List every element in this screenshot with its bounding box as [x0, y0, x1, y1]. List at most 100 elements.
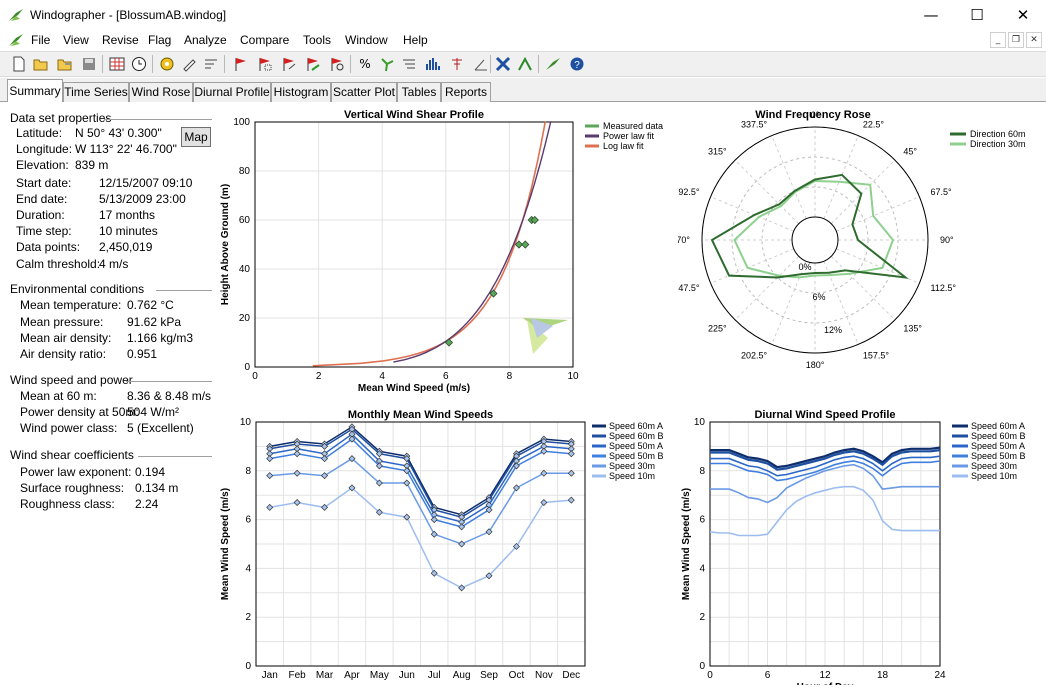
series-point	[375, 508, 383, 516]
tab-wind-rose[interactable]: Wind Rose	[129, 82, 193, 102]
open-folder-icon[interactable]	[32, 55, 50, 73]
windographer-logo-icon[interactable]	[544, 55, 562, 73]
series-point	[567, 450, 575, 458]
flag-edit-icon[interactable]	[280, 55, 298, 73]
menu-analyze[interactable]: Analyze	[184, 33, 227, 47]
y-tick-label: 6	[699, 515, 705, 526]
wind-turbine-icon[interactable]	[378, 55, 396, 73]
menu-compare[interactable]: Compare	[240, 33, 290, 47]
y-tick-label: 6	[245, 515, 251, 526]
series-point	[348, 484, 356, 492]
menu-window[interactable]: Window	[345, 33, 388, 47]
y-axis-label: Mean Wind Speed (m/s)	[220, 488, 231, 600]
direction-label: 45°	[903, 147, 917, 157]
power-density-label: Power density at 50m:	[20, 405, 139, 419]
power-law-fit-line	[393, 121, 552, 363]
duration-value: 17 months	[99, 208, 156, 222]
minimize-button[interactable]: —	[923, 6, 939, 24]
save-disk-icon[interactable]	[80, 55, 98, 73]
close-button[interactable]: ✕	[1016, 6, 1030, 24]
end-date-value: 5/13/2009 23:00	[99, 192, 186, 206]
settings-gear-icon[interactable]	[158, 55, 176, 73]
tab-time-series[interactable]: Time Series	[63, 82, 129, 102]
tab-tables[interactable]: Tables	[397, 82, 441, 102]
flag-green-icon[interactable]	[304, 55, 322, 73]
open-recent-icon[interactable]	[56, 55, 74, 73]
measured-data-point	[444, 338, 454, 347]
series-point	[321, 442, 329, 450]
y-tick-label: 10	[694, 417, 706, 428]
clock-icon[interactable]	[130, 55, 148, 73]
measured-data-point	[530, 215, 539, 225]
menu-revise[interactable]: Revise	[102, 33, 139, 47]
tab-histogram[interactable]: Histogram	[271, 82, 331, 102]
monthly-mean-wind-speeds-chart[interactable]: Monthly Mean Wind Speeds 0 2 4 6 8 10 Jan Feb Mar…	[218, 405, 673, 685]
flag-icon[interactable]	[232, 55, 250, 73]
filter-lines-icon[interactable]	[202, 55, 220, 73]
power-density-value: 504 W/m²	[127, 405, 180, 419]
new-file-icon[interactable]	[10, 55, 28, 73]
x-tick-label: Sep	[480, 670, 498, 681]
menu-flag[interactable]: Flag	[148, 33, 172, 47]
flag-range-icon[interactable]	[256, 55, 274, 73]
direction-label: 247.5°	[678, 283, 700, 293]
pencil-icon[interactable]	[180, 55, 198, 73]
tab-diurnal-profile[interactable]: Diurnal Profile	[193, 82, 271, 102]
tab-reports[interactable]: Reports	[441, 82, 491, 102]
tab-summary[interactable]: Summary	[7, 79, 63, 103]
series-line	[269, 433, 572, 523]
series-point	[512, 484, 520, 492]
radial-label: 0%	[798, 262, 811, 272]
map-button[interactable]: Map	[181, 127, 211, 147]
menu-tools[interactable]: Tools	[303, 33, 332, 47]
menu-view[interactable]: View	[63, 33, 89, 47]
legend-label: Power law fit	[603, 131, 655, 141]
y-tick-label: 2	[699, 612, 705, 623]
percent-icon[interactable]: %	[359, 57, 371, 71]
x-tick-label: 8	[507, 371, 513, 382]
mdi-minimize-button[interactable]: _	[990, 32, 1006, 48]
document-icon[interactable]	[8, 32, 24, 48]
series-line	[269, 457, 572, 545]
tab-scatter-plot[interactable]: Scatter Plot	[331, 82, 397, 102]
mdi-close-button[interactable]: ✕	[1026, 32, 1042, 48]
menu-file[interactable]: File	[31, 33, 51, 47]
histogram-icon[interactable]	[424, 55, 442, 73]
shear-icon[interactable]	[448, 55, 466, 73]
series-point	[485, 572, 493, 580]
distribution-icon[interactable]	[400, 55, 418, 73]
menu-help[interactable]: Help	[403, 33, 428, 47]
legend-label: Speed 60m B	[971, 431, 1026, 441]
compare-blue-icon[interactable]	[494, 55, 512, 73]
flag-search-icon[interactable]	[328, 55, 346, 73]
help-icon[interactable]: ?	[568, 55, 586, 73]
x-tick-label: 12	[819, 670, 831, 681]
maximize-button[interactable]: ☐	[970, 6, 984, 24]
power-law-exponent-value: 0.194	[135, 465, 166, 479]
series-point	[321, 472, 329, 480]
legend-label: Speed 50m B	[609, 451, 664, 461]
x-tick-label: 0	[252, 371, 258, 382]
series-point	[403, 467, 411, 475]
direction-30m-line	[733, 179, 895, 279]
y-tick-label: 100	[233, 117, 250, 128]
x-tick-label: 10	[567, 371, 579, 382]
series-point	[485, 506, 493, 514]
data-grid-icon[interactable]	[108, 55, 126, 73]
direction-label: 337.5°	[741, 120, 768, 130]
windographer-app-icon[interactable]	[8, 7, 24, 23]
toolbar: % ?	[0, 51, 1046, 77]
wind-power-class-label: Wind power class:	[20, 421, 118, 435]
mdi-restore-button[interactable]: ❐	[1008, 32, 1024, 48]
series-point	[458, 523, 466, 531]
compare-green-icon[interactable]	[516, 55, 534, 73]
series-point	[375, 479, 383, 487]
series-point	[540, 447, 548, 455]
y-tick-label: 40	[239, 264, 251, 275]
angle-icon[interactable]	[472, 55, 490, 73]
start-date-label: Start date:	[16, 176, 72, 190]
legend-label: Direction 60m	[970, 129, 1026, 139]
